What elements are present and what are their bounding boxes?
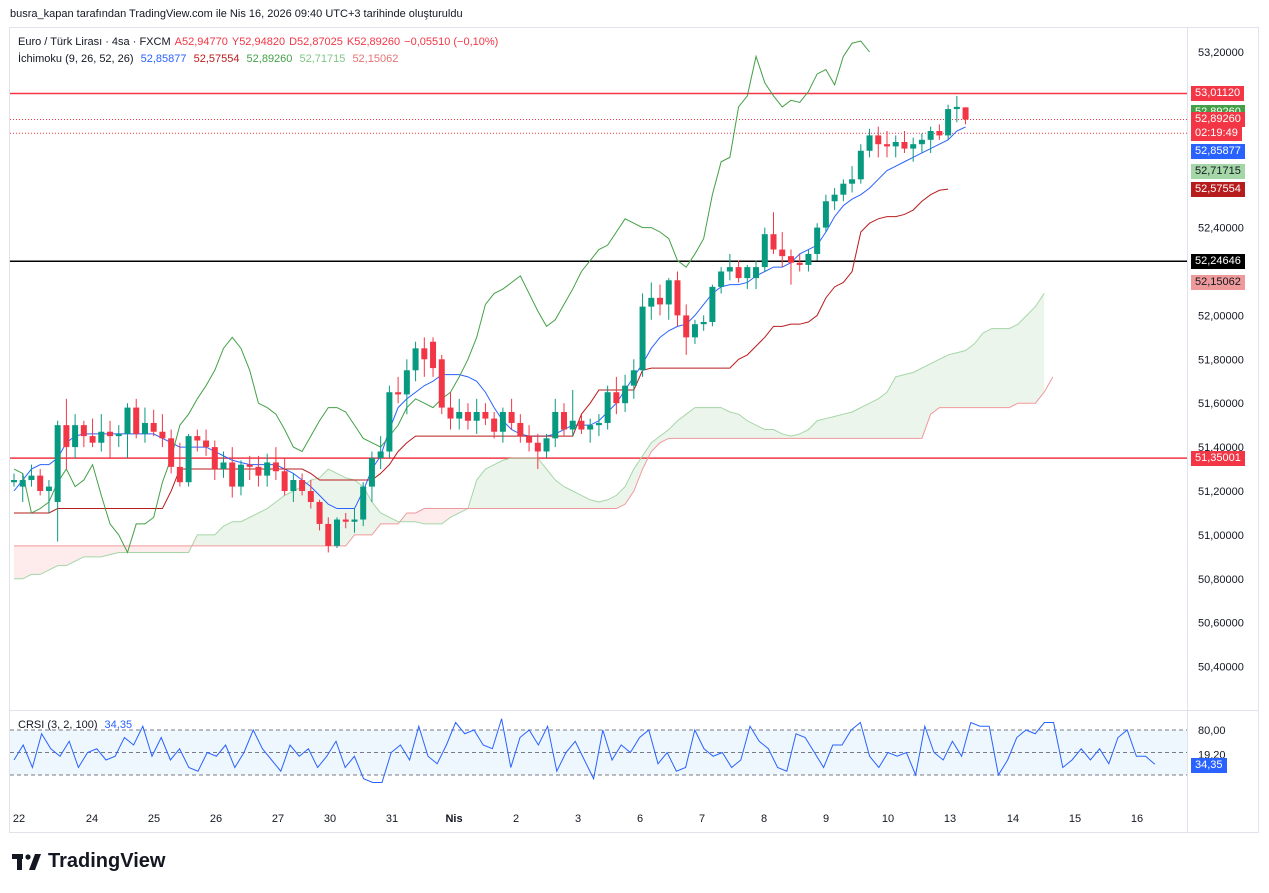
tradingview-logo-icon xyxy=(12,853,41,870)
price-label: 52,71715 xyxy=(1191,163,1245,179)
price-label: 52,24646 xyxy=(1191,254,1245,270)
crsi-value: 34,35 xyxy=(104,719,133,731)
tenkan-value: 52,85877 xyxy=(140,53,187,65)
ichimoku-name: İchimoku (9, 26, 52, 26) xyxy=(18,53,134,65)
attribution-header: busra_kapan tarafından TradingView.com i… xyxy=(10,8,463,20)
symbol-name: Euro / Türk Lirası · 4sa · FXCM xyxy=(18,36,171,48)
kijun-value: 52,57554 xyxy=(193,53,240,65)
price-label: 53,01120 xyxy=(1191,86,1245,102)
chart-frame xyxy=(9,27,1259,833)
close-value: 52,89260 xyxy=(354,36,401,48)
crsi-legend[interactable]: CRSI (3, 2, 100) 34,35 xyxy=(18,719,136,731)
span-b-value: 52,15062 xyxy=(352,53,399,65)
price-label: 51,35001 xyxy=(1191,451,1245,467)
pane-separator[interactable] xyxy=(10,710,1258,711)
price-label: 52,15062 xyxy=(1191,275,1245,291)
crsi-name: CRSI (3, 2, 100) xyxy=(18,719,98,731)
tradingview-logo[interactable]: TradingView xyxy=(12,850,165,873)
open-value: 52,94770 xyxy=(181,36,228,48)
open-label: A xyxy=(174,36,182,48)
span-a-value: 52,71715 xyxy=(299,53,346,65)
price-axis-border xyxy=(1187,28,1188,832)
countdown-label: 02:19:49 xyxy=(1191,126,1242,142)
low-value: 52,87025 xyxy=(297,36,343,48)
price-label: 52,85877 xyxy=(1191,143,1245,159)
low-label: D xyxy=(289,36,298,48)
high-value: 52,94820 xyxy=(239,36,286,48)
price-label: 52,89260 xyxy=(1191,112,1245,128)
symbol-legend[interactable]: Euro / Türk Lirası · 4sa · FXCM A52,94770… xyxy=(18,36,502,48)
chikou-value: 52,89260 xyxy=(246,53,293,65)
ichimoku-legend[interactable]: İchimoku (9, 26, 52, 26) 52,85877 52,575… xyxy=(18,53,402,65)
tradingview-logo-text: TradingView xyxy=(48,850,166,872)
price-label: 52,57554 xyxy=(1191,182,1245,198)
change-value: −0,05510 (−0,10%) xyxy=(404,36,499,48)
crsi-value-label: 34,35 xyxy=(1191,758,1227,774)
